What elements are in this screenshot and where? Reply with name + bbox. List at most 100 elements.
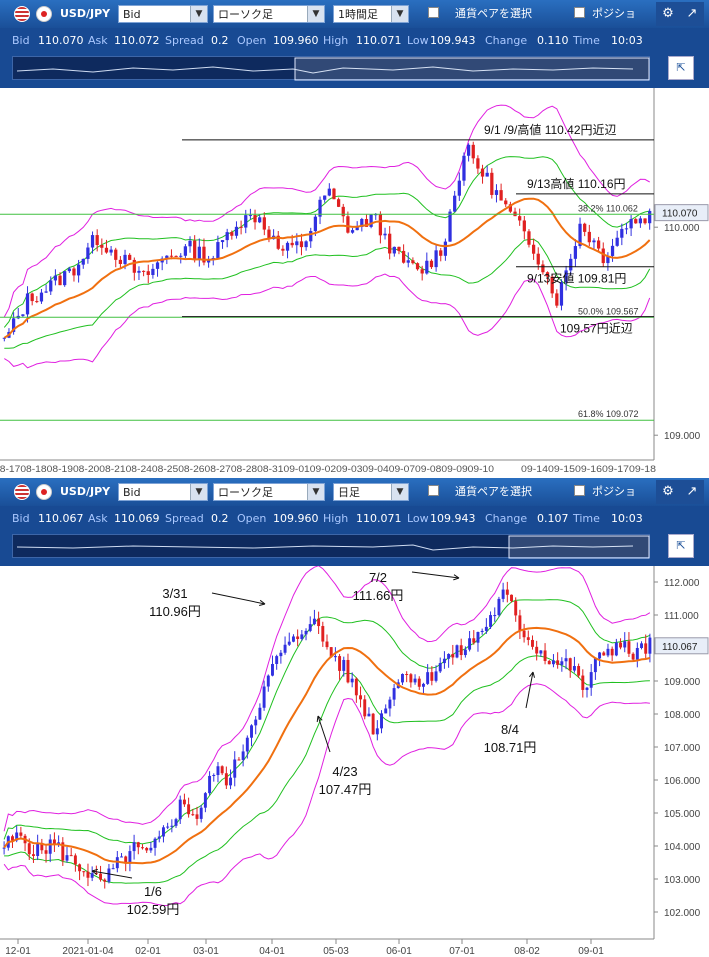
candle-body bbox=[103, 879, 107, 882]
candle-body bbox=[67, 268, 71, 272]
candle-body bbox=[338, 656, 342, 671]
candle-body bbox=[426, 672, 430, 684]
bid-label: Bid bbox=[12, 512, 30, 525]
timeframe-select[interactable]: 日足 ▼ bbox=[333, 483, 409, 501]
popout-icon[interactable]: ↗ bbox=[680, 2, 704, 26]
expand-icon[interactable]: ⇱ bbox=[668, 56, 694, 80]
candle-body bbox=[417, 678, 421, 687]
timeframe-select[interactable]: 1時間足 ▼ bbox=[333, 5, 409, 23]
candle-body bbox=[471, 144, 475, 159]
candle-body bbox=[585, 687, 589, 690]
candle-body bbox=[271, 663, 274, 676]
candle-body bbox=[115, 857, 119, 869]
annotation-date: 1/6 bbox=[144, 884, 162, 899]
candle-body bbox=[614, 642, 618, 656]
y-tick-label: 104.000 bbox=[664, 842, 701, 853]
candle-body bbox=[312, 618, 316, 625]
bollinger-lower-2sd bbox=[4, 273, 651, 369]
candle-body bbox=[560, 661, 564, 665]
high-label: High bbox=[323, 34, 349, 47]
candle-body bbox=[535, 646, 539, 654]
range-slider[interactable] bbox=[12, 56, 650, 81]
gear-icon[interactable]: ⚙ bbox=[656, 2, 680, 26]
spread-value: 0.2 bbox=[211, 512, 229, 525]
candle-body bbox=[25, 293, 30, 315]
chart-type-value: ローソク足 bbox=[218, 8, 273, 21]
candle-body bbox=[587, 231, 591, 243]
candle-body bbox=[468, 638, 472, 650]
arrowhead bbox=[259, 599, 266, 606]
price-type-select[interactable]: Bid ▼ bbox=[118, 5, 208, 23]
candle-body bbox=[137, 270, 141, 273]
bollinger-upper-1sd bbox=[3, 599, 651, 845]
hourly-chart-plot: 110.000 109.000 110.070 38.2% 110.062 50.0% … bbox=[0, 88, 709, 478]
currency-pair[interactable]: USD/JPY bbox=[60, 485, 111, 498]
expand-icon[interactable]: ⇱ bbox=[668, 534, 694, 558]
candle-body bbox=[267, 229, 271, 240]
candle-body bbox=[480, 168, 485, 177]
candle-body bbox=[610, 245, 615, 256]
candle-body bbox=[541, 264, 545, 273]
position-checkbox[interactable] bbox=[574, 7, 585, 18]
candle-body bbox=[299, 241, 304, 248]
candle-body bbox=[355, 226, 359, 231]
bollinger-upper-2sd bbox=[3, 566, 651, 832]
time-value: 10:03 bbox=[611, 512, 643, 525]
candle-body bbox=[333, 656, 337, 658]
candle-body bbox=[490, 172, 494, 195]
spread-label: Spread bbox=[165, 34, 204, 47]
candle-body bbox=[35, 301, 39, 303]
pair-select-checkbox[interactable] bbox=[428, 7, 439, 18]
candle-body bbox=[283, 644, 287, 653]
candle-body bbox=[15, 832, 19, 841]
candle-body bbox=[296, 636, 300, 639]
candle-body bbox=[49, 280, 53, 292]
candle-body bbox=[545, 272, 550, 277]
range-slider[interactable] bbox=[12, 534, 650, 559]
chevron-down-icon: ▼ bbox=[391, 6, 408, 22]
candle-body bbox=[145, 847, 149, 851]
candle-body bbox=[447, 653, 451, 659]
price-type-select[interactable]: Bid ▼ bbox=[118, 483, 208, 501]
candle-body bbox=[411, 260, 415, 264]
candle-body bbox=[346, 216, 350, 233]
candle-body bbox=[504, 200, 508, 205]
candle-body bbox=[518, 216, 522, 221]
candle-body bbox=[100, 244, 104, 248]
fibonacci-label: 61.8% 109.072 bbox=[578, 409, 639, 419]
position-checkbox[interactable] bbox=[574, 485, 585, 496]
candle-body bbox=[634, 219, 638, 224]
gear-icon[interactable]: ⚙ bbox=[656, 480, 680, 504]
candle-body bbox=[425, 260, 429, 274]
candle-body bbox=[577, 666, 581, 676]
candle-body bbox=[48, 839, 52, 854]
chart-panel-daily: USD/JPY Bid ▼ ローソク足 ▼ 日足 ▼ 通貨ペアを選択 ポジショ ⚙ ↗… bbox=[0, 478, 709, 957]
candle-body bbox=[151, 268, 155, 275]
pair-select-label: 通貨ペアを選択 bbox=[455, 7, 532, 20]
annotation-arrow bbox=[317, 715, 331, 753]
candle-body bbox=[526, 637, 530, 640]
position-label: ポジショ bbox=[592, 485, 636, 498]
chart-type-select[interactable]: ローソク足 ▼ bbox=[213, 5, 325, 23]
candle-body bbox=[380, 713, 383, 729]
candle-body bbox=[304, 630, 308, 635]
candle-body bbox=[631, 653, 635, 660]
candle-body bbox=[556, 660, 560, 665]
candle-body bbox=[157, 836, 161, 839]
y-tick-label: 106.000 bbox=[664, 776, 701, 787]
moving-average-line bbox=[3, 197, 651, 339]
candle-body bbox=[581, 675, 585, 690]
candle-body bbox=[629, 219, 633, 229]
change-value: 0.110 bbox=[537, 34, 569, 47]
popout-icon[interactable]: ↗ bbox=[680, 480, 704, 504]
candle-body bbox=[11, 836, 14, 841]
candle-body bbox=[336, 199, 341, 207]
candle-body bbox=[455, 645, 459, 658]
candle-body bbox=[281, 248, 285, 251]
currency-pair[interactable]: USD/JPY bbox=[60, 7, 111, 20]
candle-body bbox=[325, 641, 329, 648]
pair-select-checkbox[interactable] bbox=[428, 485, 439, 496]
x-tick-label: 12-01 bbox=[5, 946, 31, 957]
chart-type-select[interactable]: ローソク足 ▼ bbox=[213, 483, 325, 501]
candle-body bbox=[212, 775, 216, 777]
